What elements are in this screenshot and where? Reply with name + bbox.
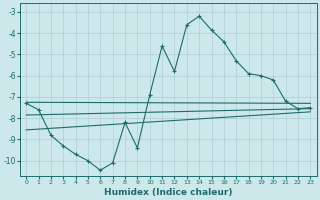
X-axis label: Humidex (Indice chaleur): Humidex (Indice chaleur) [104, 188, 233, 197]
